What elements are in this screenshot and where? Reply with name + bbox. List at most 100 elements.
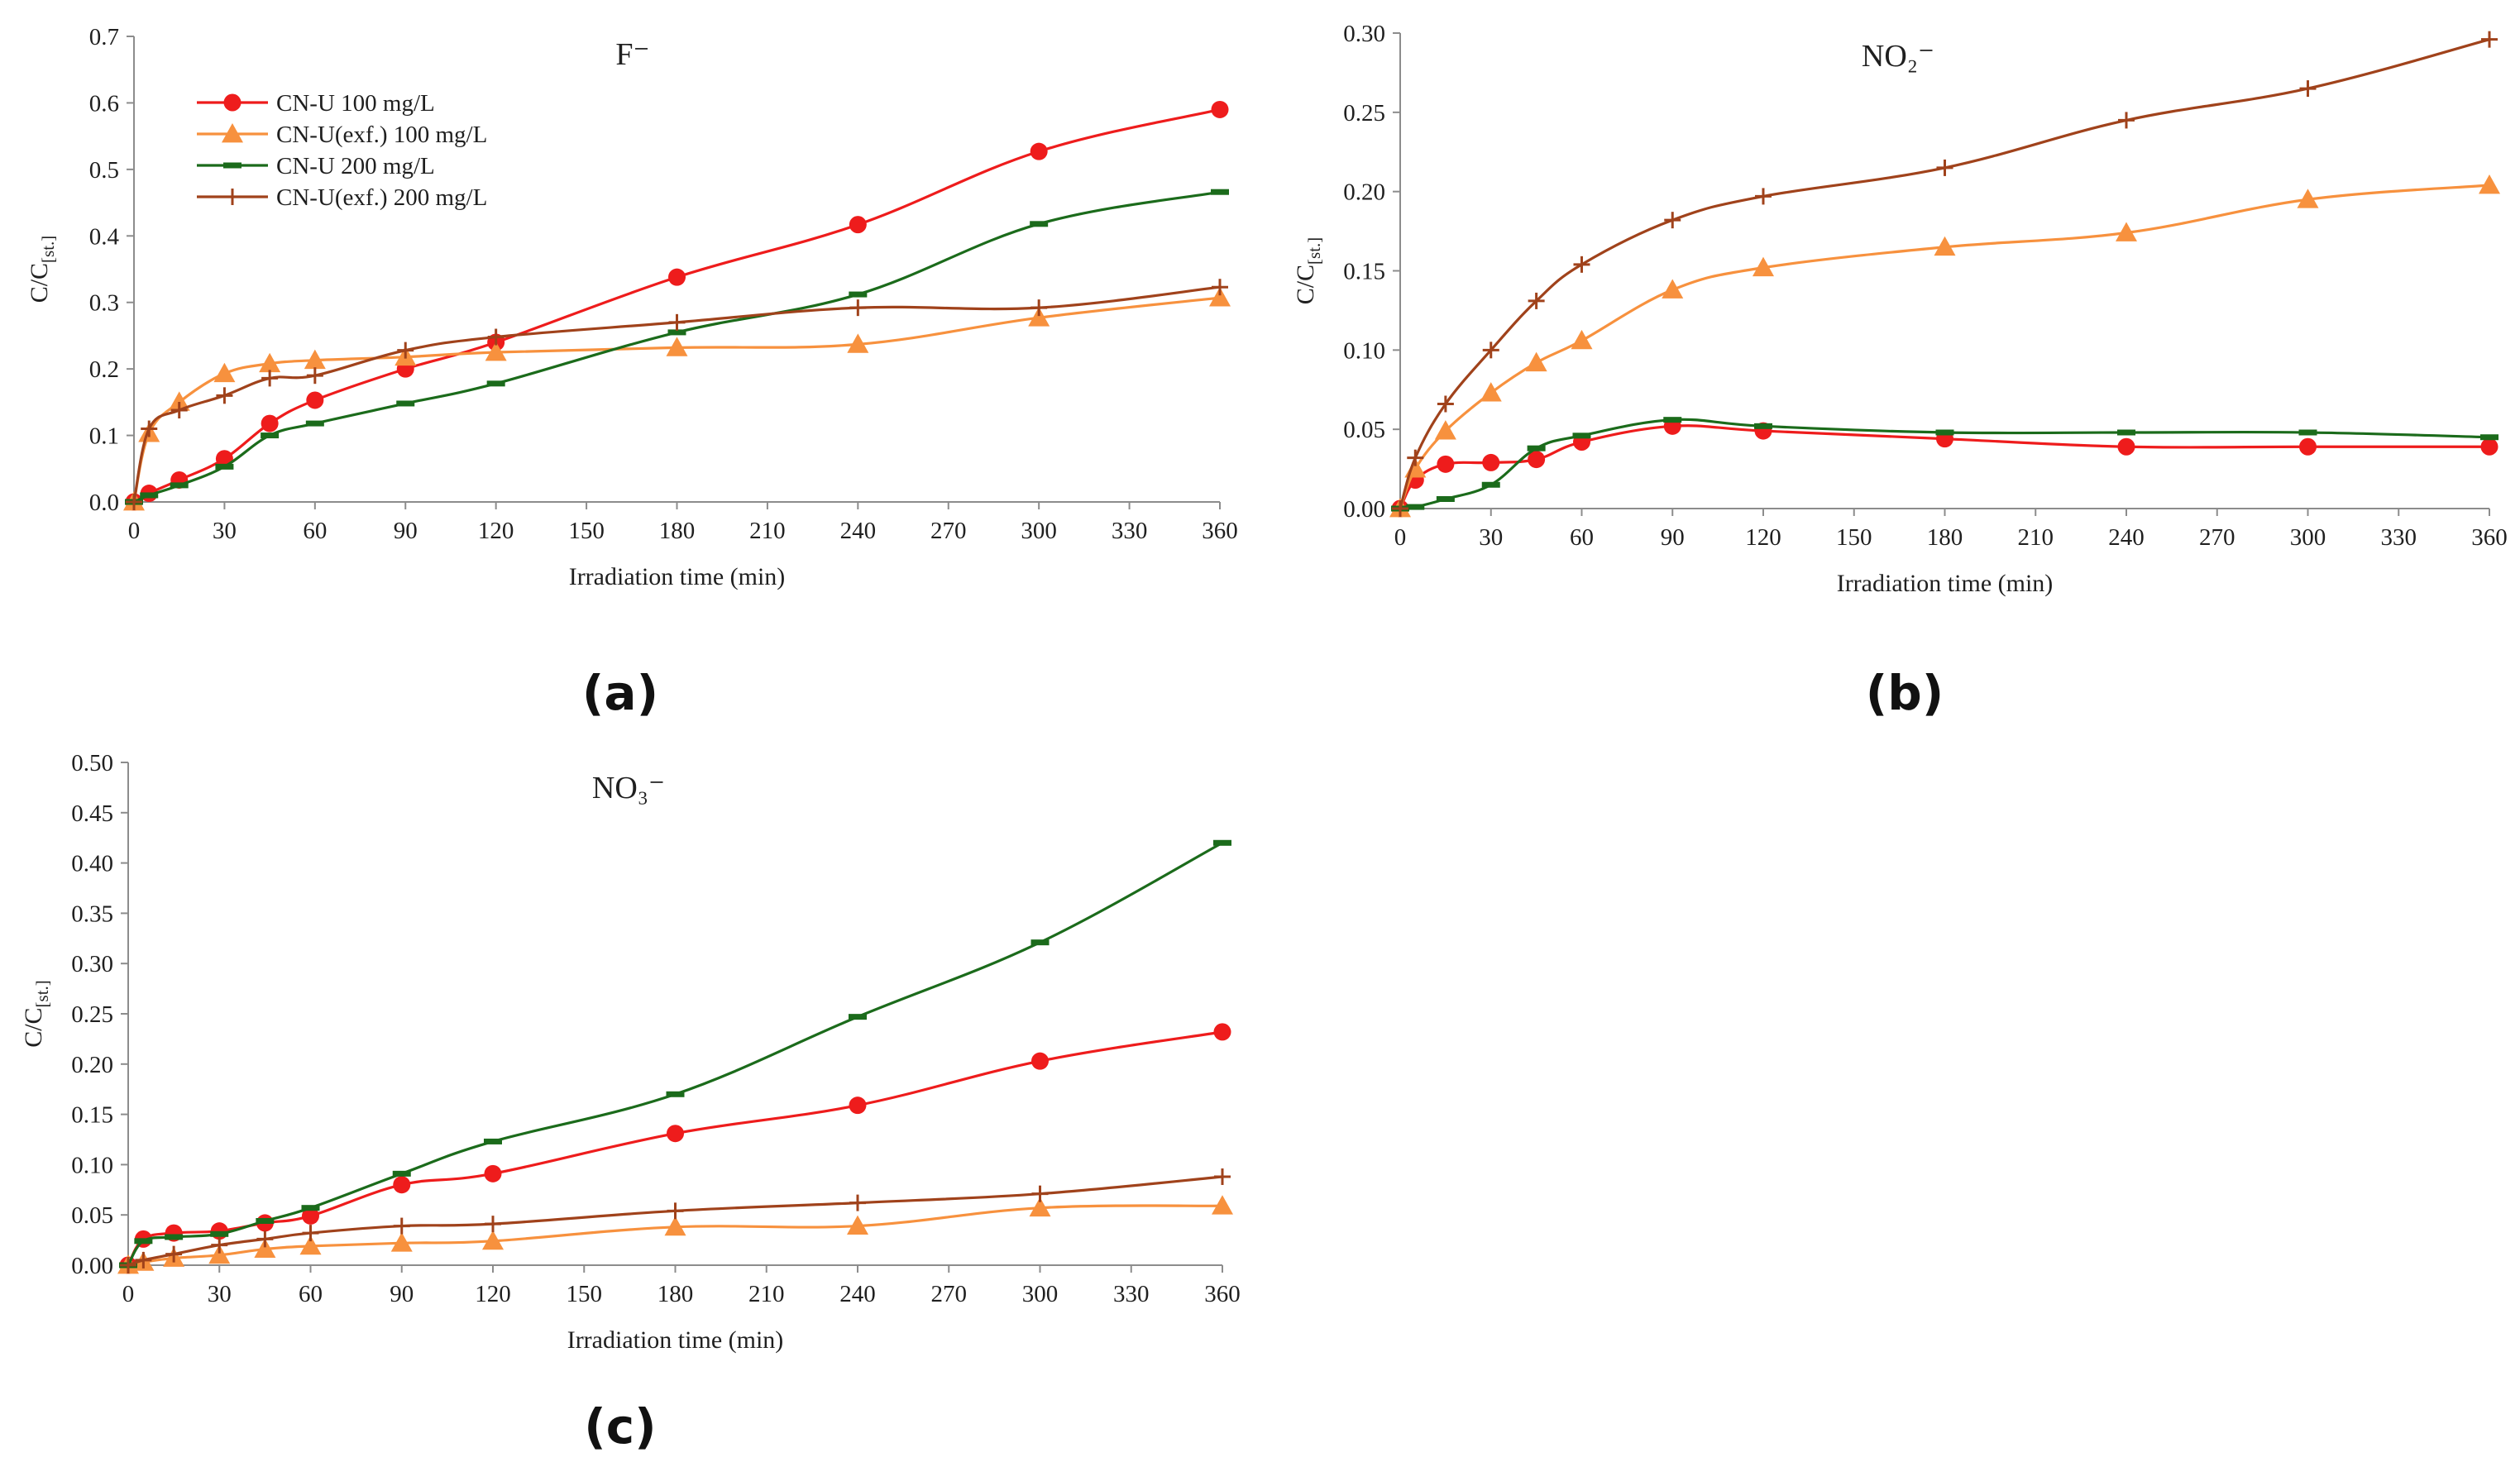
x-tick-label: 360 (1202, 518, 1238, 544)
x-tick-label: 210 (748, 1281, 785, 1307)
x-tick-label: 0 (128, 518, 141, 544)
y-tick-label: 0.35 (71, 901, 113, 927)
data-point-plus (224, 189, 241, 205)
data-point-triangle (1028, 307, 1050, 327)
data-point-dash (1935, 429, 1954, 436)
data-point-plus (211, 1236, 228, 1254)
y-tick-label: 0.10 (1343, 337, 1385, 364)
x-tick-label: 60 (1570, 524, 1594, 551)
data-point-dash (210, 1230, 229, 1237)
data-point-triangle (1662, 279, 1684, 299)
x-tick-label: 90 (394, 518, 418, 544)
x-tick-label: 150 (1836, 524, 1872, 551)
chart-panel-2: 0.00 0.05 0.10 0.15 0.20 0.25 0.30 0 30 60 90 120 15… (1292, 21, 2508, 721)
data-point-dash (223, 162, 241, 169)
data-point-dash (1527, 445, 1546, 452)
data-point-dash (1030, 221, 1049, 227)
data-point-triangle (299, 1235, 322, 1255)
data-point-dash (215, 463, 234, 470)
data-point-triangle (1525, 351, 1547, 372)
data-point-triangle (1480, 382, 1502, 402)
data-point-plus (302, 1225, 319, 1242)
data-point-plus (849, 299, 867, 317)
data-point-circle (306, 391, 324, 409)
data-point-circle (484, 1164, 502, 1182)
y-tick-label: 0.05 (1343, 417, 1385, 443)
y-axis-title-text: C/C[st.] (26, 236, 58, 303)
data-point-triangle (390, 1232, 413, 1252)
data-point-triangle (304, 349, 326, 370)
x-tick-label: 360 (2471, 524, 2508, 551)
x-tick-label: 60 (299, 1281, 323, 1307)
data-point-triangle (482, 1230, 504, 1250)
y-tick-label: 0.40 (71, 851, 113, 877)
data-point-dash (1572, 432, 1591, 439)
legend-item: CN-U(exf.) 200 mg/L (197, 184, 487, 211)
data-point-circle (849, 1096, 867, 1115)
data-point-dash (170, 482, 189, 489)
y-tick-label: 0.2 (89, 356, 119, 383)
chart-panel-1: 0.0 0.1 0.2 0.3 0.4 0.5 0.6 0.7 0 30 60 90 120 150 180… (26, 24, 1238, 721)
data-point-dash (134, 1238, 153, 1245)
y-tick-label: 0.10 (71, 1152, 113, 1178)
x-tick-label: 0 (122, 1281, 135, 1307)
data-point-dash (849, 291, 868, 298)
data-point-plus (1030, 299, 1048, 317)
data-point-triangle (1029, 1197, 1051, 1217)
data-point-circle (1031, 1052, 1049, 1070)
series-line (1399, 184, 2490, 509)
y-tick-label: 0.15 (1343, 259, 1385, 285)
data-point-dash (396, 400, 415, 407)
y-tick-label: 0.15 (71, 1102, 113, 1129)
y-tick-label: 0.0 (89, 490, 119, 516)
y-axis-title: C/C[st.] (20, 980, 52, 1048)
legend-label: CN-U 200 mg/L (276, 153, 435, 179)
x-tick-label: 210 (2018, 524, 2054, 551)
data-point-triangle (1212, 1195, 1233, 1215)
x-tick-label: 120 (475, 1281, 511, 1307)
series-line (133, 108, 1221, 504)
data-point-circle (668, 268, 686, 286)
data-point-plus (306, 367, 323, 385)
data-point-plus (170, 402, 188, 419)
data-point-plus (135, 1251, 152, 1268)
y-tick-label: 0.25 (1343, 100, 1385, 127)
data-point-triangle (847, 1215, 868, 1235)
x-tick-label: 270 (930, 518, 967, 544)
x-tick-label: 60 (303, 518, 327, 544)
y-tick-label: 0.45 (71, 800, 113, 827)
data-point-plus (141, 420, 158, 437)
series-line (132, 296, 1221, 503)
data-point-plus (1664, 212, 1681, 229)
y-tick-label: 0.5 (89, 157, 119, 184)
data-point-plus (1936, 159, 1953, 176)
data-point-circle (261, 414, 279, 432)
chart-panel-3: 0.00 0.05 0.10 0.15 0.20 0.25 0.30 0.35 0.40 0.45… (20, 750, 1241, 1455)
panel-label: (a) (582, 665, 658, 721)
data-point-plus (1528, 292, 1545, 309)
data-point-triangle (208, 1244, 231, 1264)
data-point-plus (485, 1216, 501, 1233)
data-point-plus (2299, 80, 2317, 98)
series-line (127, 1204, 1223, 1267)
data-point-triangle (2116, 222, 2137, 241)
data-point-plus (261, 370, 279, 387)
x-tick-label: 30 (208, 1281, 232, 1307)
legend-label: CN-U(exf.) 100 mg/L (276, 122, 487, 148)
data-point-dash (1211, 189, 1229, 195)
data-point-plus (120, 1257, 136, 1273)
series-line (133, 190, 1221, 504)
x-tick-label: 30 (213, 518, 237, 544)
data-point-plus (1214, 1168, 1231, 1185)
legend-item: CN-U(exf.) 100 mg/L (197, 122, 487, 148)
data-point-triangle (254, 1238, 276, 1258)
data-point-circle (2117, 437, 2135, 456)
data-point-circle (1437, 455, 1455, 473)
y-tick-label: 0.3 (89, 290, 119, 317)
data-point-plus (1407, 449, 1424, 466)
data-point-dash (1406, 504, 1425, 510)
legend-label: CN-U(exf.) 200 mg/L (276, 184, 487, 211)
x-axis-title: Irradiation time (min) (567, 1326, 784, 1354)
data-point-triangle (1753, 256, 1774, 277)
